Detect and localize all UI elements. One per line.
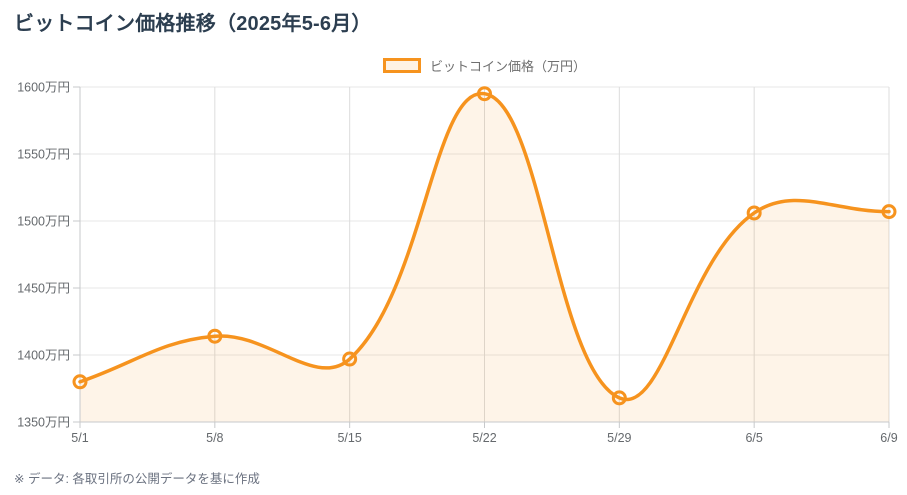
x-tick-label: 6/9	[880, 431, 897, 445]
area-fill	[80, 93, 889, 422]
x-tick-label: 6/5	[745, 431, 762, 445]
y-tick-label: 1600万円	[17, 81, 70, 95]
page-title: ビットコイン価格推移（2025年5-6月）	[14, 13, 372, 35]
y-tick-label: 1400万円	[17, 349, 70, 363]
y-tick-label: 1350万円	[17, 416, 70, 430]
data-point-marker[interactable]	[746, 205, 762, 221]
x-tick-label: 5/8	[206, 431, 223, 445]
data-point-marker[interactable]	[72, 374, 88, 390]
legend-swatch	[382, 58, 421, 73]
x-grid-lines	[214, 87, 890, 422]
x-tick-label: 5/29	[607, 431, 631, 445]
y-tick-label: 1500万円	[17, 215, 70, 229]
axis-ticks	[73, 86, 890, 428]
x-tick-label: 5/22	[472, 431, 496, 445]
data-point-marker[interactable]	[881, 204, 897, 220]
chart-legend[interactable]: ビットコイン価格（万円）	[80, 56, 889, 75]
x-tick-label: 5/15	[337, 431, 361, 445]
data-point-marker[interactable]	[342, 351, 358, 367]
x-tick-label: 5/1	[71, 431, 88, 445]
data-point-marker[interactable]	[477, 86, 492, 102]
y-tick-label: 1450万円	[17, 282, 70, 296]
data-source-note: ※ データ: 各取引所の公開データを基に作成	[14, 472, 260, 486]
data-point-marker[interactable]	[207, 328, 223, 344]
data-point-markers	[72, 86, 897, 406]
price-line	[78, 91, 891, 402]
legend-label: ビットコイン価格（万円）	[429, 59, 586, 74]
y-tick-label: 1550万円	[17, 148, 70, 162]
data-point-marker[interactable]	[611, 390, 627, 406]
